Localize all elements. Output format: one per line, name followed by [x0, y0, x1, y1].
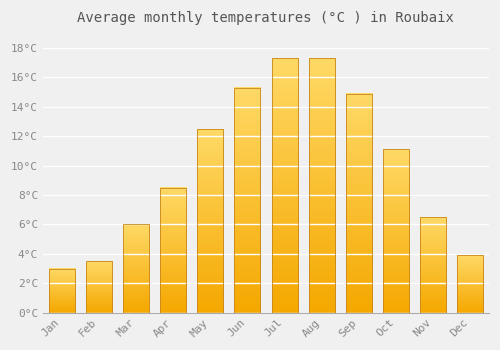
Bar	[197, 129, 223, 313]
Bar	[123, 224, 149, 313]
Bar	[458, 255, 483, 313]
Bar	[86, 261, 112, 313]
Bar	[308, 58, 334, 313]
Bar	[346, 93, 372, 313]
Bar	[160, 188, 186, 313]
Bar	[234, 88, 260, 313]
Bar	[420, 217, 446, 313]
Bar	[272, 58, 297, 313]
Bar	[383, 149, 409, 313]
Bar	[48, 268, 74, 313]
Title: Average monthly temperatures (°C ) in Roubaix: Average monthly temperatures (°C ) in Ro…	[78, 11, 454, 25]
